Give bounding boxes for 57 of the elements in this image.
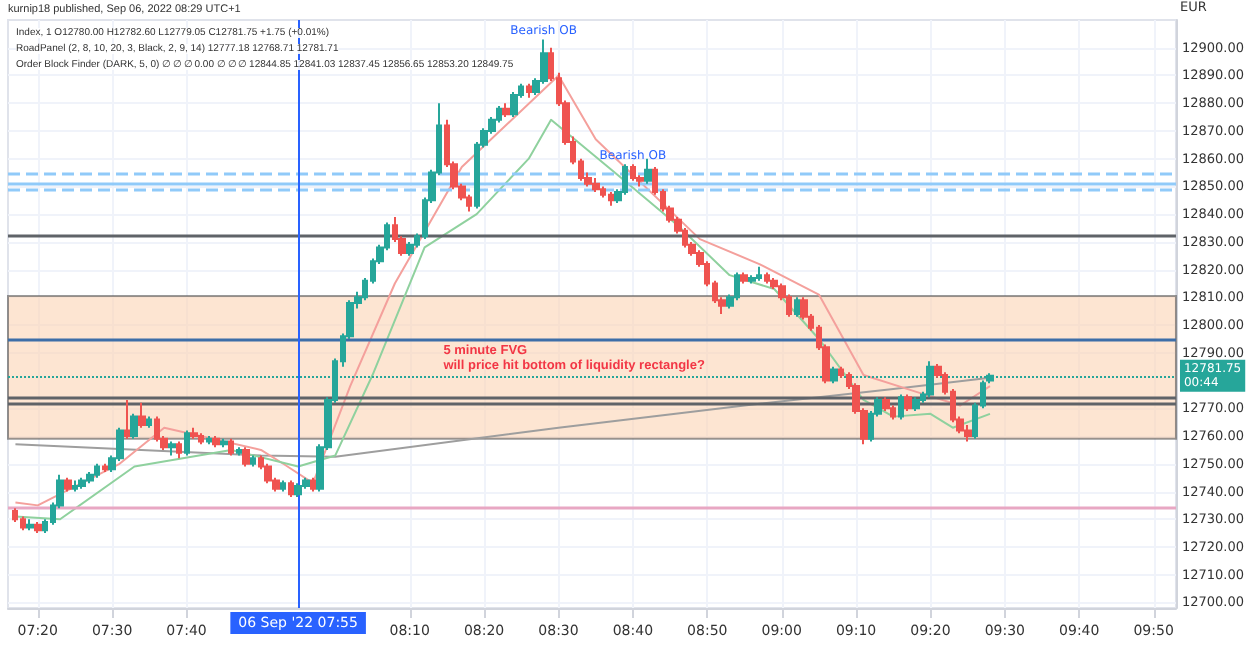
- candlestick: [206, 435, 212, 446]
- candlestick: [740, 271, 748, 285]
- candlestick: [406, 240, 414, 257]
- candlestick: [242, 446, 250, 468]
- candlestick: [756, 265, 762, 282]
- candlestick: [622, 163, 628, 196]
- candlestick: [138, 401, 146, 429]
- candlestick: [102, 462, 108, 474]
- candlestick: [212, 435, 220, 449]
- candlestick: [94, 462, 100, 479]
- candlestick: [154, 415, 160, 443]
- candlestick: [12, 507, 18, 524]
- candlestick: [176, 440, 182, 460]
- candlestick: [794, 296, 800, 318]
- candlestick: [250, 454, 256, 468]
- candlestick: [228, 437, 234, 457]
- candlestick: [288, 479, 294, 499]
- candlestick: [168, 440, 176, 457]
- candlestick: [748, 274, 756, 285]
- candlestick: [608, 190, 614, 207]
- candlestick: [502, 102, 510, 119]
- candlestick: [898, 393, 904, 421]
- candlestick: [882, 396, 890, 413]
- candlestick: [86, 471, 94, 485]
- candlestick: [280, 479, 286, 493]
- candlestick: [890, 404, 896, 421]
- candlestick: [72, 479, 78, 493]
- candlestick: [310, 476, 316, 493]
- candlestick: [510, 91, 518, 119]
- candlestick: [64, 476, 72, 493]
- candlestick: [146, 415, 152, 429]
- candlestick: [526, 82, 532, 99]
- candlestick: [644, 157, 652, 185]
- candlestick: [124, 398, 130, 440]
- candlestick: [198, 432, 204, 446]
- candlestick: [184, 429, 190, 457]
- candlestick: [34, 521, 42, 535]
- candlestick: [764, 271, 770, 285]
- candlestick: [236, 446, 242, 457]
- candlestick: [964, 423, 972, 443]
- candlestick: [904, 393, 912, 413]
- candlestick: [734, 271, 740, 302]
- candlestick: [20, 515, 26, 532]
- candlestick: [78, 476, 86, 490]
- candlestick: [294, 482, 302, 499]
- candlestick: [26, 518, 34, 532]
- candlestick: [912, 396, 920, 413]
- candlestick: [600, 185, 606, 199]
- candlestick: [592, 177, 600, 193]
- candlestick: [830, 365, 838, 385]
- candlestick: [302, 476, 310, 490]
- candlestick: [190, 426, 198, 440]
- candlestick: [130, 412, 138, 440]
- candlestick: [220, 437, 228, 449]
- line-series: [14, 376, 991, 458]
- candlestick: [264, 462, 272, 485]
- candlestick: [630, 163, 636, 182]
